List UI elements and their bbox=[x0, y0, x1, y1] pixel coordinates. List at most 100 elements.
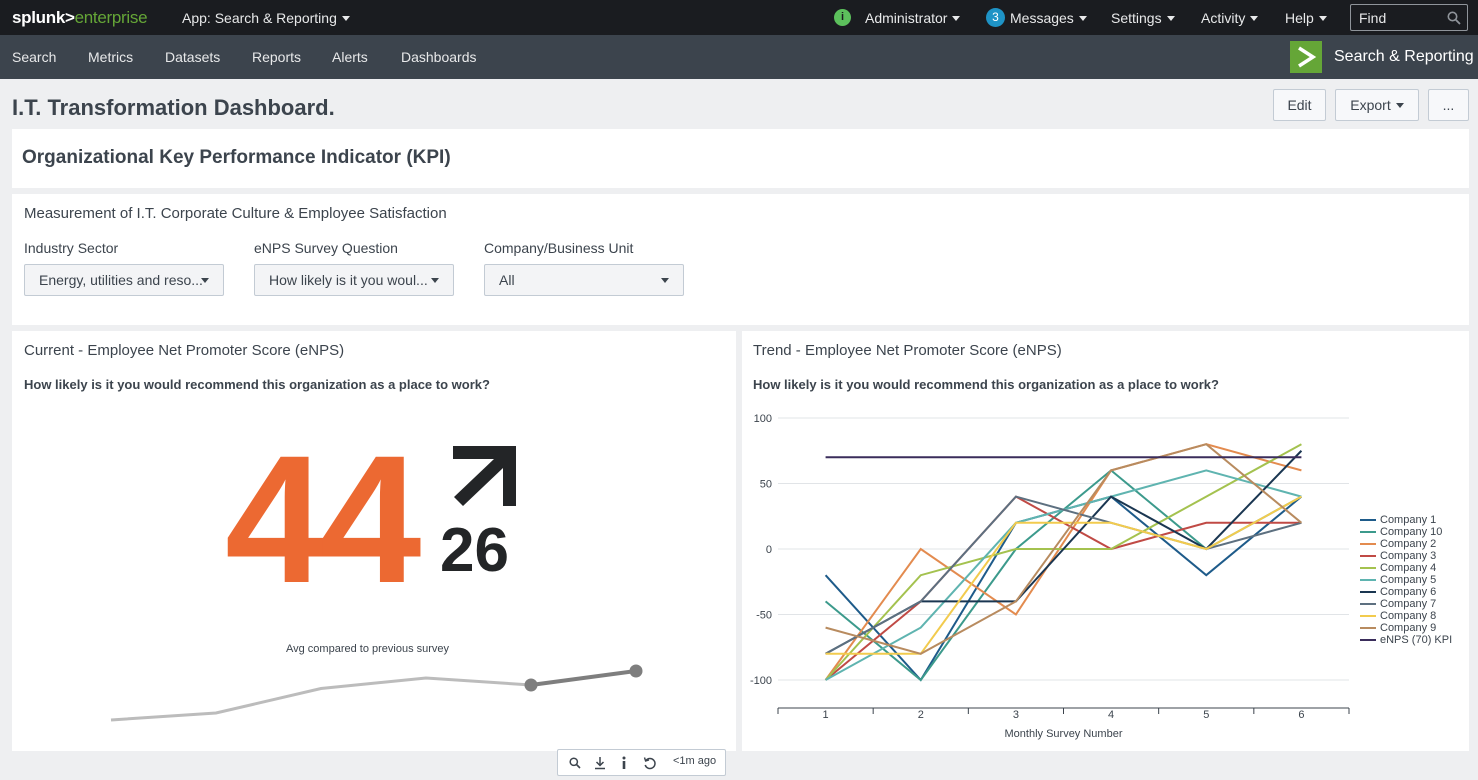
legend-item[interactable]: Company 5 bbox=[1360, 574, 1452, 586]
nav-item-datasets[interactable]: Datasets bbox=[165, 49, 221, 65]
chevron-down-icon bbox=[1078, 15, 1087, 21]
legend-label: Company 1 bbox=[1380, 514, 1437, 526]
download-icon[interactable] bbox=[594, 756, 606, 770]
series-line bbox=[825, 469, 1302, 681]
find-input[interactable] bbox=[1359, 10, 1445, 26]
app-title: Search & Reporting bbox=[1334, 48, 1474, 65]
legend-swatch bbox=[1360, 531, 1376, 533]
x-tick-label: 4 bbox=[1108, 709, 1114, 721]
filters-panel bbox=[12, 194, 1469, 325]
industry-sector-dropdown[interactable]: Energy, utilities and reso... bbox=[24, 264, 224, 296]
series-line bbox=[824, 443, 1302, 681]
legend-item[interactable]: Company 6 bbox=[1360, 586, 1452, 598]
nav-item-alerts[interactable]: Alerts bbox=[332, 49, 368, 65]
legend-label: eNPS (70) KPI bbox=[1380, 634, 1453, 646]
legend-label: Company 10 bbox=[1380, 526, 1443, 538]
filters-title: Measurement of I.T. Corporate Culture & … bbox=[24, 205, 447, 222]
sparkline-label: Avg compared to previous survey bbox=[286, 643, 450, 655]
series-line bbox=[825, 450, 1303, 655]
page-title: I.T. Transformation Dashboard. bbox=[12, 95, 335, 120]
legend-item[interactable]: Company 1 bbox=[1360, 514, 1452, 526]
legend-label: Company 5 bbox=[1380, 574, 1437, 586]
nav-item-dashboards[interactable]: Dashboards bbox=[401, 49, 477, 65]
edit-button[interactable]: Edit bbox=[1273, 89, 1326, 121]
current-enps-panel bbox=[12, 331, 736, 751]
trend-enps-panel bbox=[742, 331, 1469, 751]
enps-value: 44 bbox=[225, 417, 421, 621]
series-line bbox=[825, 495, 1302, 655]
nav-item-search[interactable]: Search bbox=[12, 49, 57, 65]
legend-item[interactable]: Company 3 bbox=[1360, 550, 1452, 562]
arrow-up-right-icon bbox=[453, 446, 516, 506]
series-line bbox=[824, 469, 1302, 682]
logo-part-2: enterprise bbox=[74, 8, 148, 27]
help-menu[interactable]: Help bbox=[1285, 10, 1327, 26]
legend-item[interactable]: Company 8 bbox=[1360, 610, 1452, 622]
legend-item[interactable]: Company 4 bbox=[1360, 562, 1452, 574]
settings-menu[interactable]: Settings bbox=[1111, 10, 1175, 26]
chevron-down-icon bbox=[201, 278, 209, 283]
current-enps-question: How likely is it you would recommend thi… bbox=[24, 377, 490, 392]
company-unit-label: Company/Business Unit bbox=[484, 240, 634, 256]
refresh-icon[interactable] bbox=[643, 756, 657, 770]
legend-label: Company 2 bbox=[1380, 538, 1437, 550]
industry-sector-label: Industry Sector bbox=[24, 240, 119, 256]
legend-swatch bbox=[1360, 591, 1376, 593]
x-tick-label: 3 bbox=[1013, 709, 1019, 721]
app-selector-label: App: Search & Reporting bbox=[182, 10, 337, 26]
legend-swatch bbox=[1360, 627, 1376, 629]
messages-count-badge[interactable]: 3 bbox=[986, 8, 1005, 27]
trend-line-chart: -100 -50 0 50 100 1 2 3 4 5 6 Monthly Survey Number bbox=[750, 413, 1350, 740]
user-menu-label: Administrator bbox=[865, 10, 948, 26]
find-box bbox=[1350, 4, 1468, 31]
more-actions-button[interactable]: ... bbox=[1428, 89, 1469, 121]
x-tick-label: 6 bbox=[1298, 709, 1304, 721]
y-tick-label: -50 bbox=[756, 610, 772, 622]
legend-swatch bbox=[1360, 615, 1376, 617]
legend-item[interactable]: Company 7 bbox=[1360, 598, 1452, 610]
current-enps-title: Current - Employee Net Promoter Score (e… bbox=[24, 342, 345, 359]
sparkline-history bbox=[110, 676, 532, 722]
y-tick-label: 0 bbox=[766, 544, 772, 556]
company-unit-dropdown[interactable]: All bbox=[484, 264, 684, 296]
activity-menu[interactable]: Activity bbox=[1201, 10, 1259, 26]
panel-toolbar: <1m ago bbox=[557, 749, 726, 776]
series-line bbox=[825, 495, 1302, 655]
legend-item[interactable]: Company 2 bbox=[1360, 538, 1452, 550]
logo-part-1: splunk> bbox=[12, 8, 75, 27]
activity-menu-label: Activity bbox=[1201, 10, 1246, 26]
survey-question-value: How likely is it you woul... bbox=[269, 272, 428, 288]
export-button[interactable]: Export bbox=[1335, 89, 1419, 121]
legend-item[interactable]: Company 9 bbox=[1360, 622, 1452, 634]
info-icon[interactable] bbox=[620, 756, 628, 770]
x-tick-label: 5 bbox=[1203, 709, 1209, 721]
legend-swatch bbox=[1360, 579, 1376, 581]
trend-enps-question: How likely is it you would recommend thi… bbox=[753, 377, 1219, 392]
nav-item-metrics[interactable]: Metrics bbox=[88, 49, 134, 65]
y-tick-label: 50 bbox=[760, 479, 772, 491]
user-menu[interactable]: Administrator bbox=[865, 10, 961, 26]
help-menu-label: Help bbox=[1285, 10, 1314, 26]
legend-label: Company 4 bbox=[1380, 562, 1437, 574]
search-icon[interactable] bbox=[569, 757, 581, 769]
company-unit-value: All bbox=[499, 272, 515, 288]
survey-question-label: eNPS Survey Question bbox=[254, 240, 398, 256]
search-icon[interactable] bbox=[1447, 11, 1461, 25]
app-selector[interactable]: App: Search & Reporting bbox=[182, 10, 350, 26]
x-tick-label: 2 bbox=[918, 709, 924, 721]
legend-item[interactable]: eNPS (70) KPI bbox=[1360, 634, 1452, 646]
chart-legend: Company 1 Company 10 Company 2 Company 3 Com… bbox=[1360, 514, 1452, 646]
x-axis-label: Monthly Survey Number bbox=[1005, 728, 1123, 740]
legend-swatch bbox=[1360, 555, 1376, 557]
info-icon[interactable]: i bbox=[834, 9, 851, 26]
export-button-label: Export bbox=[1350, 97, 1391, 113]
legend-item[interactable]: Company 10 bbox=[1360, 526, 1452, 538]
nav-item-reports[interactable]: Reports bbox=[252, 49, 302, 65]
splunk-logo[interactable]: splunk>enterprise bbox=[12, 8, 148, 28]
survey-question-dropdown[interactable]: How likely is it you woul... bbox=[254, 264, 454, 296]
series-line bbox=[824, 443, 1302, 681]
sparkline-point bbox=[524, 678, 538, 692]
y-tick-label: -100 bbox=[750, 675, 772, 687]
messages-menu[interactable]: Messages bbox=[1010, 10, 1087, 26]
legend-label: Company 9 bbox=[1380, 622, 1437, 634]
